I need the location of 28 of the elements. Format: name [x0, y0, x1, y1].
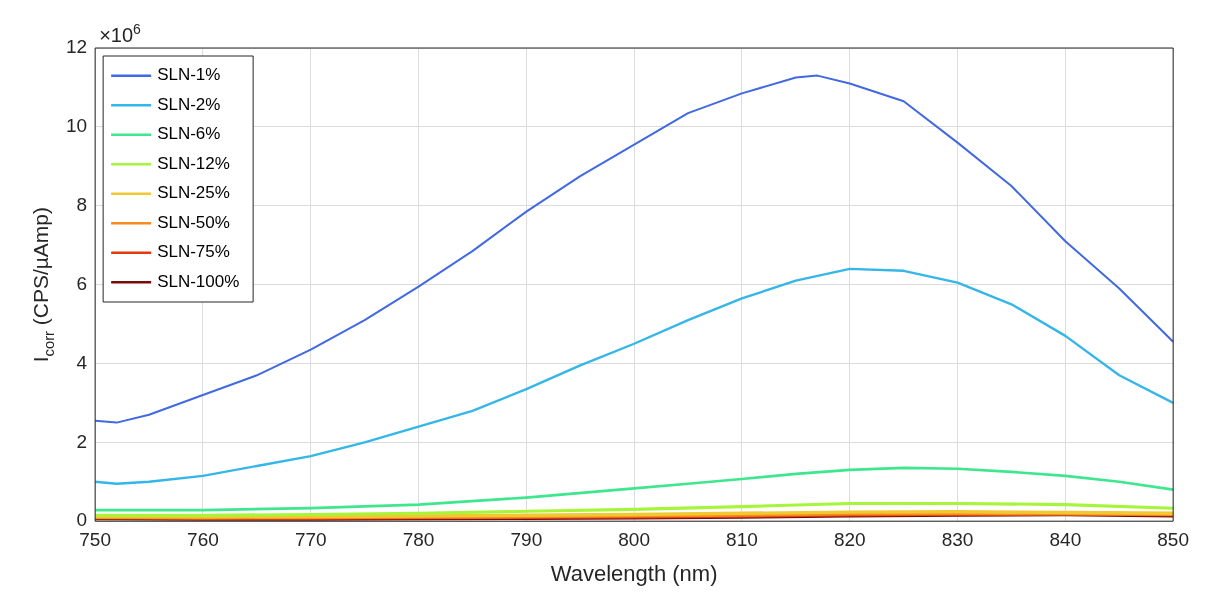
- legend-label: SLN-75%: [157, 242, 230, 262]
- legend-label: SLN-12%: [157, 153, 230, 173]
- x-tick-label: 800: [618, 528, 650, 550]
- x-tick-label: 780: [402, 528, 435, 550]
- legend-label: SLN-2%: [157, 94, 221, 114]
- x-axis-title: Wavelength (nm): [550, 561, 718, 587]
- y-tick-label: 10: [65, 115, 88, 137]
- y-tick-label: 4: [76, 351, 88, 373]
- legend-label: SLN-25%: [157, 183, 230, 203]
- x-tick-label: 850: [1157, 528, 1189, 550]
- legend-label: SLN-6%: [157, 124, 221, 144]
- legend-label: SLN-100%: [157, 271, 240, 291]
- y-tick-label: 8: [76, 193, 88, 215]
- x-tick-label: 790: [510, 528, 543, 550]
- x-tick-label: 820: [833, 528, 866, 550]
- x-tick-label: 760: [187, 528, 219, 550]
- y-tick-label: 2: [76, 430, 88, 452]
- x-tick-label: 840: [1049, 528, 1082, 550]
- x-tick-label: 750: [79, 528, 111, 550]
- x-tick-label: 830: [941, 528, 974, 550]
- y-axis-title: Icorr (CPS/µAmp): [29, 206, 58, 363]
- legend-label: SLN-1%: [157, 65, 221, 85]
- x-tick-label: 770: [294, 528, 327, 550]
- y-tick-label: 6: [76, 272, 88, 294]
- y-tick-label: 0: [76, 509, 88, 531]
- x-tick-label: 810: [726, 528, 758, 550]
- legend-label: SLN-50%: [157, 212, 230, 232]
- y-tick-label: 12: [65, 36, 88, 58]
